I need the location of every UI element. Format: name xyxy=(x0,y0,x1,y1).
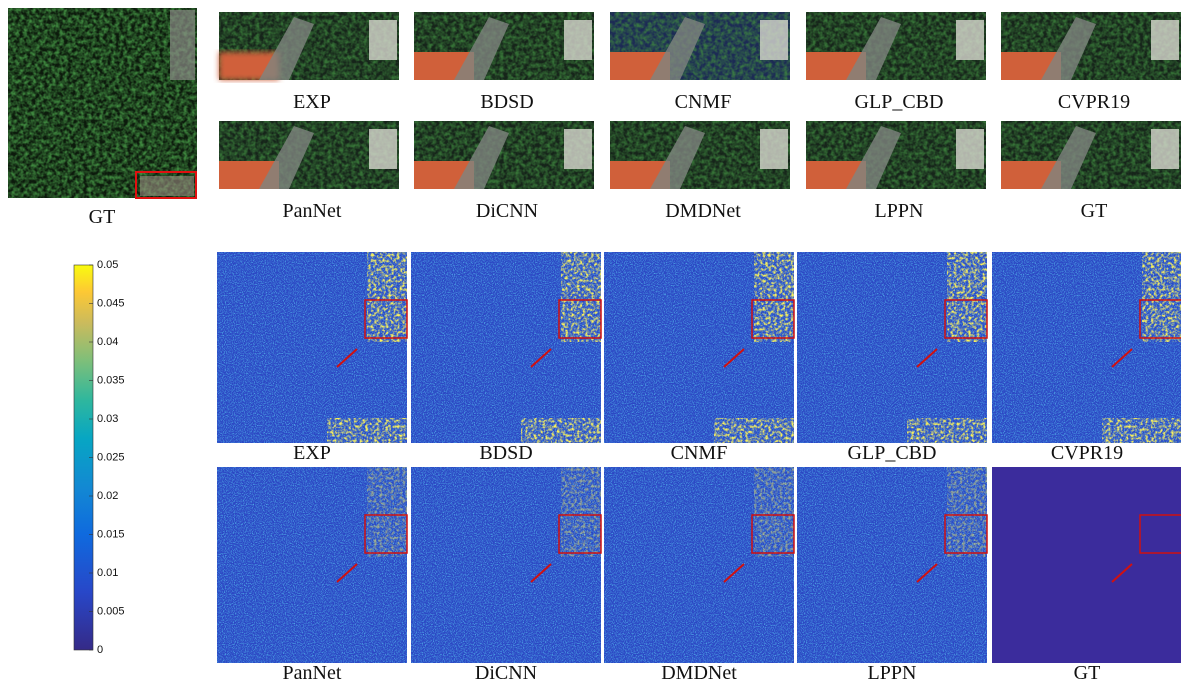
error-map xyxy=(604,252,794,443)
map-hot-top xyxy=(367,467,407,557)
crop-image xyxy=(806,12,986,80)
image-label: DiCNN xyxy=(476,200,538,222)
colorbar-tick-label: 0.01 xyxy=(97,567,118,579)
crop-house xyxy=(1151,20,1179,60)
error-map xyxy=(217,467,407,663)
map-hot-bottom xyxy=(521,418,601,443)
error-map xyxy=(797,252,987,443)
colorbar-tick-label: 0.005 xyxy=(97,605,125,617)
crop-house xyxy=(369,20,397,60)
image-label: DiCNN xyxy=(475,662,537,684)
crop-house xyxy=(564,129,592,169)
map-hot-top xyxy=(1142,252,1181,342)
crop-house xyxy=(956,129,984,169)
map-hot-top xyxy=(561,252,601,342)
crop-image xyxy=(610,121,790,189)
map-bg xyxy=(992,467,1181,663)
image-label: CVPR19 xyxy=(1058,91,1130,113)
image-label: DMDNet xyxy=(661,662,737,684)
image-label: CNMF xyxy=(671,442,728,464)
colorbar-tick-label: 0.035 xyxy=(97,374,125,386)
image-label: PanNet xyxy=(283,200,342,222)
image-label: GT xyxy=(89,206,116,228)
image-label: GT xyxy=(1074,662,1101,684)
map-hot-top xyxy=(367,252,407,342)
map-hot-top xyxy=(754,467,794,557)
image-label: CNMF xyxy=(675,91,732,113)
colorbar-tick-label: 0.05 xyxy=(97,259,118,271)
colorbar-tick-label: 0.02 xyxy=(97,490,118,502)
image-label: EXP xyxy=(293,442,331,464)
crop-house xyxy=(369,129,397,169)
crop-image xyxy=(806,121,986,189)
image-label: CVPR19 xyxy=(1051,442,1123,464)
map-hot-bottom xyxy=(907,418,987,443)
crop-image xyxy=(414,121,594,189)
figure: GT 0 0.005 0.01 0.015 0.02 0.025 0.03 0.035 0.04… xyxy=(0,0,1181,689)
colorbar-tick-label: 0.04 xyxy=(97,336,118,348)
map-hot-bottom xyxy=(714,418,794,443)
image-label: BDSD xyxy=(480,91,533,113)
crop-image xyxy=(219,12,399,80)
image-label: BDSD xyxy=(479,442,532,464)
colorbar-tick-label: 0.045 xyxy=(97,297,125,309)
gt-image: GT xyxy=(8,8,197,228)
crop-image xyxy=(610,12,790,80)
image-label: LPPN xyxy=(868,662,917,684)
image-label: PanNet xyxy=(283,662,342,684)
error-map xyxy=(992,252,1181,443)
crop-house xyxy=(760,20,788,60)
crop-house xyxy=(564,20,592,60)
colorbar-tick-label: 0.015 xyxy=(97,528,125,540)
crop-house xyxy=(1151,129,1179,169)
crop-image xyxy=(1001,121,1181,189)
error-map xyxy=(411,467,601,663)
map-hot-bottom xyxy=(327,418,407,443)
error-map xyxy=(992,467,1181,663)
map-hot-top xyxy=(947,467,987,557)
error-map xyxy=(604,467,794,663)
crop-house xyxy=(956,20,984,60)
image-label: DMDNet xyxy=(665,200,741,222)
colorbar-tick-label: 0.025 xyxy=(97,451,125,463)
map-hot-top xyxy=(754,252,794,342)
map-hot-bottom xyxy=(1102,418,1181,443)
crop-image xyxy=(219,121,399,189)
image-label: GT xyxy=(1081,200,1108,222)
image-label: EXP xyxy=(293,91,331,113)
error-map xyxy=(797,467,987,663)
colorbar-tick-label: 0 xyxy=(97,644,103,656)
image-label: GLP_CBD xyxy=(848,442,937,464)
crop-image xyxy=(1001,12,1181,80)
image-label: LPPN xyxy=(875,200,924,222)
colorbar-tick-label: 0.03 xyxy=(97,413,118,425)
crop-image xyxy=(414,12,594,80)
crop-house xyxy=(760,129,788,169)
error-map xyxy=(217,252,407,443)
image-label: GLP_CBD xyxy=(855,91,944,113)
map-hot-top xyxy=(561,467,601,557)
map-hot-top xyxy=(947,252,987,342)
error-map xyxy=(411,252,601,443)
